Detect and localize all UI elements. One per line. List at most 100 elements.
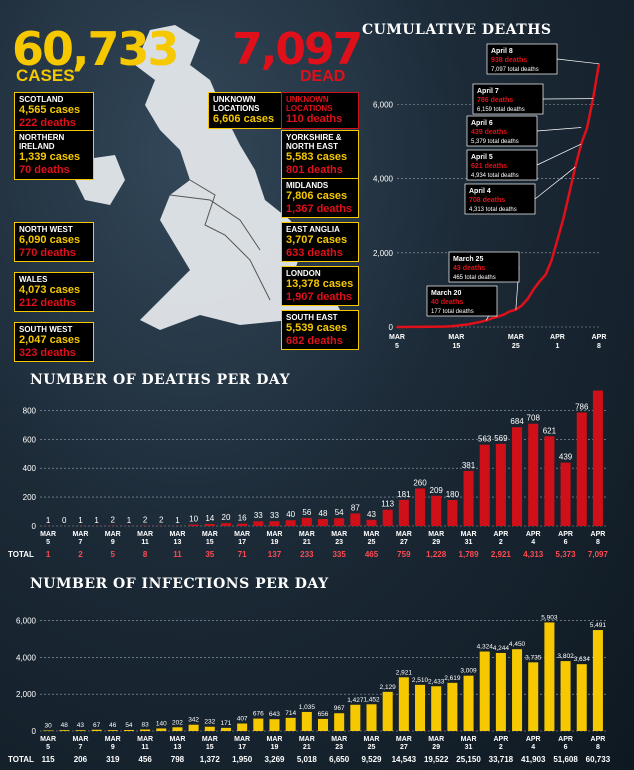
bar-value-label: 3,802 bbox=[557, 653, 574, 660]
bar-value-label: 621 bbox=[543, 426, 557, 435]
data-point bbox=[467, 323, 470, 326]
infections-per-day-title: NUMBER OF INFECTIONS PER DAY bbox=[30, 576, 329, 592]
bar bbox=[334, 518, 345, 526]
bar bbox=[188, 724, 199, 731]
cases-total: 60,733 bbox=[12, 22, 180, 76]
annotation-date: April 7 bbox=[477, 88, 499, 95]
x-tick-label: 6 bbox=[564, 539, 568, 546]
data-point bbox=[425, 325, 428, 328]
region-cases: 5,583 cases bbox=[286, 151, 348, 164]
data-point bbox=[532, 288, 535, 291]
data-point bbox=[437, 325, 440, 328]
bar bbox=[592, 630, 603, 731]
x-tick-label: 31 bbox=[465, 744, 473, 751]
bar bbox=[285, 520, 296, 526]
total-value: 35 bbox=[205, 550, 214, 558]
total-value: 456 bbox=[138, 755, 152, 764]
bar bbox=[220, 523, 231, 526]
total-value: 465 bbox=[365, 550, 379, 558]
x-tick-label: MAR bbox=[428, 736, 444, 743]
region-name: SOUTH WEST bbox=[19, 325, 73, 334]
x-tick-label: APR bbox=[592, 334, 607, 341]
annotation-date: April 5 bbox=[471, 154, 493, 161]
annotation-box bbox=[466, 149, 538, 181]
bar bbox=[188, 524, 199, 526]
region-cases: 4,073 cases bbox=[19, 284, 81, 297]
total-value: 19,522 bbox=[424, 755, 449, 764]
annotation-date: March 20 bbox=[431, 290, 461, 297]
x-tick-label: APR bbox=[493, 736, 508, 743]
annotation-box bbox=[448, 251, 520, 283]
cumulative-deaths-title: CUMULATIVE DEATHS bbox=[362, 22, 552, 38]
total-value: 4,313 bbox=[523, 550, 544, 558]
region-name: SOUTH EAST bbox=[286, 313, 338, 322]
bar bbox=[592, 390, 603, 526]
bar-value-label: 10 bbox=[189, 515, 198, 524]
x-tick-label: MAR bbox=[169, 736, 185, 743]
x-tick-label: MAR bbox=[508, 334, 524, 341]
y-tick-label: 2,000 bbox=[16, 690, 37, 699]
bar-value-label: 3,634 bbox=[574, 656, 591, 663]
bar bbox=[576, 664, 587, 731]
x-tick-label: MAR bbox=[396, 736, 412, 743]
total-value: 7,097 bbox=[588, 550, 609, 558]
bar-value-label: 181 bbox=[397, 490, 411, 499]
x-tick-label: MAR bbox=[364, 531, 380, 538]
x-tick-label: MAR bbox=[461, 736, 477, 743]
data-point bbox=[586, 126, 588, 129]
x-tick-label: 4 bbox=[531, 744, 535, 751]
region-east-anglia: EAST ANGLIA 3,707 cases 633 deaths bbox=[281, 222, 359, 263]
region-south-east: SOUTH EAST 5,539 cases 682 deaths bbox=[281, 310, 359, 351]
data-point bbox=[592, 97, 594, 100]
region-cases: 7,806 cases bbox=[286, 190, 348, 203]
data-point bbox=[479, 321, 481, 323]
x-tick-label: 23 bbox=[335, 539, 343, 546]
bar bbox=[544, 436, 555, 526]
x-tick-label: APR bbox=[493, 531, 508, 538]
bar-value-label: 3,735 bbox=[525, 654, 542, 661]
bar-value-label: 569 bbox=[494, 434, 508, 443]
x-tick-label: 15 bbox=[206, 744, 214, 751]
region-cases: 4,565 cases bbox=[19, 104, 81, 117]
annotation-deaths: 938 deaths bbox=[491, 57, 527, 64]
bar bbox=[366, 704, 377, 731]
bar bbox=[479, 651, 490, 731]
region-name: SCOTLAND bbox=[19, 95, 64, 104]
region-unknown-deaths: UNKNOWN LOCATIONS 110 deaths bbox=[281, 92, 359, 130]
bar bbox=[237, 723, 248, 731]
x-tick-label: MAR bbox=[72, 531, 88, 538]
bar bbox=[463, 470, 474, 526]
bar bbox=[253, 718, 264, 731]
region-name: LONDON bbox=[286, 269, 321, 278]
dead-label: DEAD bbox=[300, 68, 346, 85]
bar bbox=[447, 500, 458, 526]
y-tick-label: 6,000 bbox=[16, 617, 37, 626]
region-deaths: 222 deaths bbox=[19, 116, 76, 129]
bar-value-label: 342 bbox=[188, 717, 199, 724]
bar bbox=[269, 521, 280, 526]
cases-label: CASES bbox=[16, 66, 75, 85]
bar-value-label: 48 bbox=[61, 722, 69, 729]
region-northern-ireland: NORTHERN IRELAND 1,339 cases 70 deaths bbox=[14, 130, 94, 180]
x-tick-label: 2 bbox=[499, 539, 503, 546]
region-deaths: 110 deaths bbox=[286, 113, 343, 126]
data-point bbox=[562, 217, 565, 220]
x-tick-label: MAR bbox=[364, 736, 380, 743]
bar-value-label: 40 bbox=[286, 510, 295, 519]
bar bbox=[350, 513, 361, 526]
region-cases: 3,707 cases bbox=[286, 234, 348, 247]
x-tick-label: 4 bbox=[531, 539, 535, 546]
x-tick-label: 11 bbox=[141, 539, 149, 546]
x-tick-label: APR bbox=[558, 531, 573, 538]
region-london: LONDON 13,378 cases 1,907 deaths bbox=[281, 266, 359, 307]
y-tick-label: 200 bbox=[23, 493, 37, 502]
x-tick-label: MAR bbox=[299, 736, 315, 743]
y-tick-label: 0 bbox=[389, 323, 394, 332]
region-deaths: 682 deaths bbox=[286, 334, 343, 347]
bar-value-label: 87 bbox=[351, 503, 360, 512]
bar-value-label: 67 bbox=[93, 722, 101, 729]
bar-value-label: 407 bbox=[237, 716, 248, 723]
data-point bbox=[515, 308, 517, 311]
x-tick-label: 21 bbox=[303, 744, 311, 751]
